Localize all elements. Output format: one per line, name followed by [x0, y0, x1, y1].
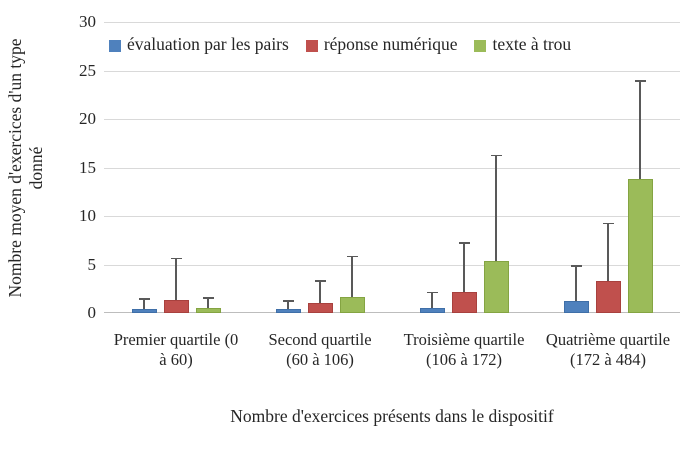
gridline	[104, 22, 680, 23]
error-whisker	[431, 291, 433, 309]
bar	[595, 281, 621, 313]
bar	[195, 308, 221, 313]
bar	[307, 303, 333, 313]
bar	[275, 309, 301, 313]
bar-slot	[419, 22, 445, 313]
bar	[483, 260, 509, 313]
gridline	[104, 264, 680, 266]
error-whisker-cap	[490, 154, 502, 157]
category-label-line2: (60 à 106)	[286, 350, 354, 369]
plot-area: évaluation par les pairs réponse numériqu…	[104, 22, 680, 313]
error-whisker-cap	[602, 222, 614, 225]
x-axis-title: Nombre d'exercices présents dans le disp…	[230, 406, 554, 426]
bar-slot	[131, 22, 157, 313]
error-whisker-cap	[426, 291, 438, 294]
error-whisker-cap	[138, 298, 150, 300]
y-tick-label: 0	[87, 303, 97, 322]
legend: évaluation par les pairs réponse numériqu…	[109, 34, 571, 55]
bar	[131, 309, 157, 313]
y-tick-label: 15	[79, 157, 96, 177]
error-whisker	[143, 298, 145, 310]
error-whisker	[207, 297, 209, 309]
category-label: Premier quartile (0 à 60)	[100, 330, 252, 370]
error-whisker-cap	[458, 242, 470, 244]
error-whisker-cap	[634, 80, 646, 82]
error-whisker-cap	[282, 300, 294, 302]
error-whisker	[175, 257, 177, 301]
bar-group	[104, 22, 248, 313]
bar-slot	[451, 22, 477, 313]
error-whisker	[319, 280, 321, 304]
y-tick-label: 30	[79, 12, 96, 31]
category-label: Second quartile (60 à 106)	[244, 330, 396, 370]
error-whisker	[495, 154, 497, 261]
bar-slot	[163, 22, 189, 313]
y-tick-label: 10	[79, 206, 96, 225]
error-whisker-cap	[170, 257, 182, 260]
bar-group	[392, 22, 536, 313]
error-whisker-cap	[202, 297, 214, 299]
error-whisker-cap	[570, 265, 582, 267]
legend-item: réponse numérique	[305, 34, 458, 55]
category-label-line1: Premier quartile (0	[113, 330, 239, 349]
y-tick-label: 20	[79, 109, 96, 128]
y-axis-title: Nombre moyen d'exercices d'un type donné	[5, 38, 46, 298]
legend-label: évaluation par les pairs	[127, 34, 289, 54]
bar-group	[248, 22, 392, 313]
category-label-line1: Second quartile	[268, 330, 372, 349]
category-label: Quatrième quartile (172 à 484)	[532, 330, 684, 370]
category-label-line2: à 60)	[159, 350, 193, 369]
y-tick-label: 25	[79, 60, 96, 80]
category-label-line2: (172 à 484)	[569, 350, 647, 369]
gridline	[104, 216, 680, 217]
error-whisker-cap	[314, 280, 326, 282]
error-whisker	[463, 242, 465, 292]
error-whisker	[607, 222, 609, 281]
bar-group	[536, 22, 680, 313]
legend-label: texte à trou	[492, 34, 572, 54]
bar	[419, 308, 445, 313]
bar	[627, 179, 653, 313]
error-whisker-cap	[346, 255, 358, 258]
legend-marker	[305, 39, 318, 52]
legend-marker	[109, 39, 121, 52]
category-label: Troisième quartile (106 à 172)	[388, 330, 540, 370]
bar-slot	[595, 22, 621, 313]
bar-slot	[627, 22, 653, 313]
bar	[451, 291, 477, 313]
bar-slot	[563, 22, 589, 313]
gridline	[104, 119, 680, 120]
legend-label: réponse numérique	[323, 34, 458, 54]
gridline	[104, 312, 680, 313]
bar-slot	[483, 22, 509, 313]
error-whisker	[575, 265, 577, 302]
bar	[163, 300, 189, 313]
bar-slot	[195, 22, 221, 313]
bar-slot	[307, 22, 333, 313]
category-label-line2: (106 à 172)	[425, 350, 503, 369]
category-label-line1: Quatrième quartile	[545, 330, 671, 349]
bar-slot	[275, 22, 301, 313]
error-whisker	[287, 300, 289, 310]
y-tick-label: 5	[87, 254, 97, 274]
bar	[563, 301, 589, 313]
legend-item: texte à trou	[474, 34, 571, 55]
legend-item: évaluation par les pairs	[109, 34, 289, 55]
error-whisker	[639, 80, 641, 180]
gridline	[104, 167, 680, 169]
gridline	[104, 70, 680, 72]
category-label-line1: Troisième quartile	[403, 330, 525, 349]
bar	[339, 296, 365, 313]
error-whisker	[351, 255, 353, 297]
bar-slot	[339, 22, 365, 313]
legend-marker	[474, 39, 487, 52]
